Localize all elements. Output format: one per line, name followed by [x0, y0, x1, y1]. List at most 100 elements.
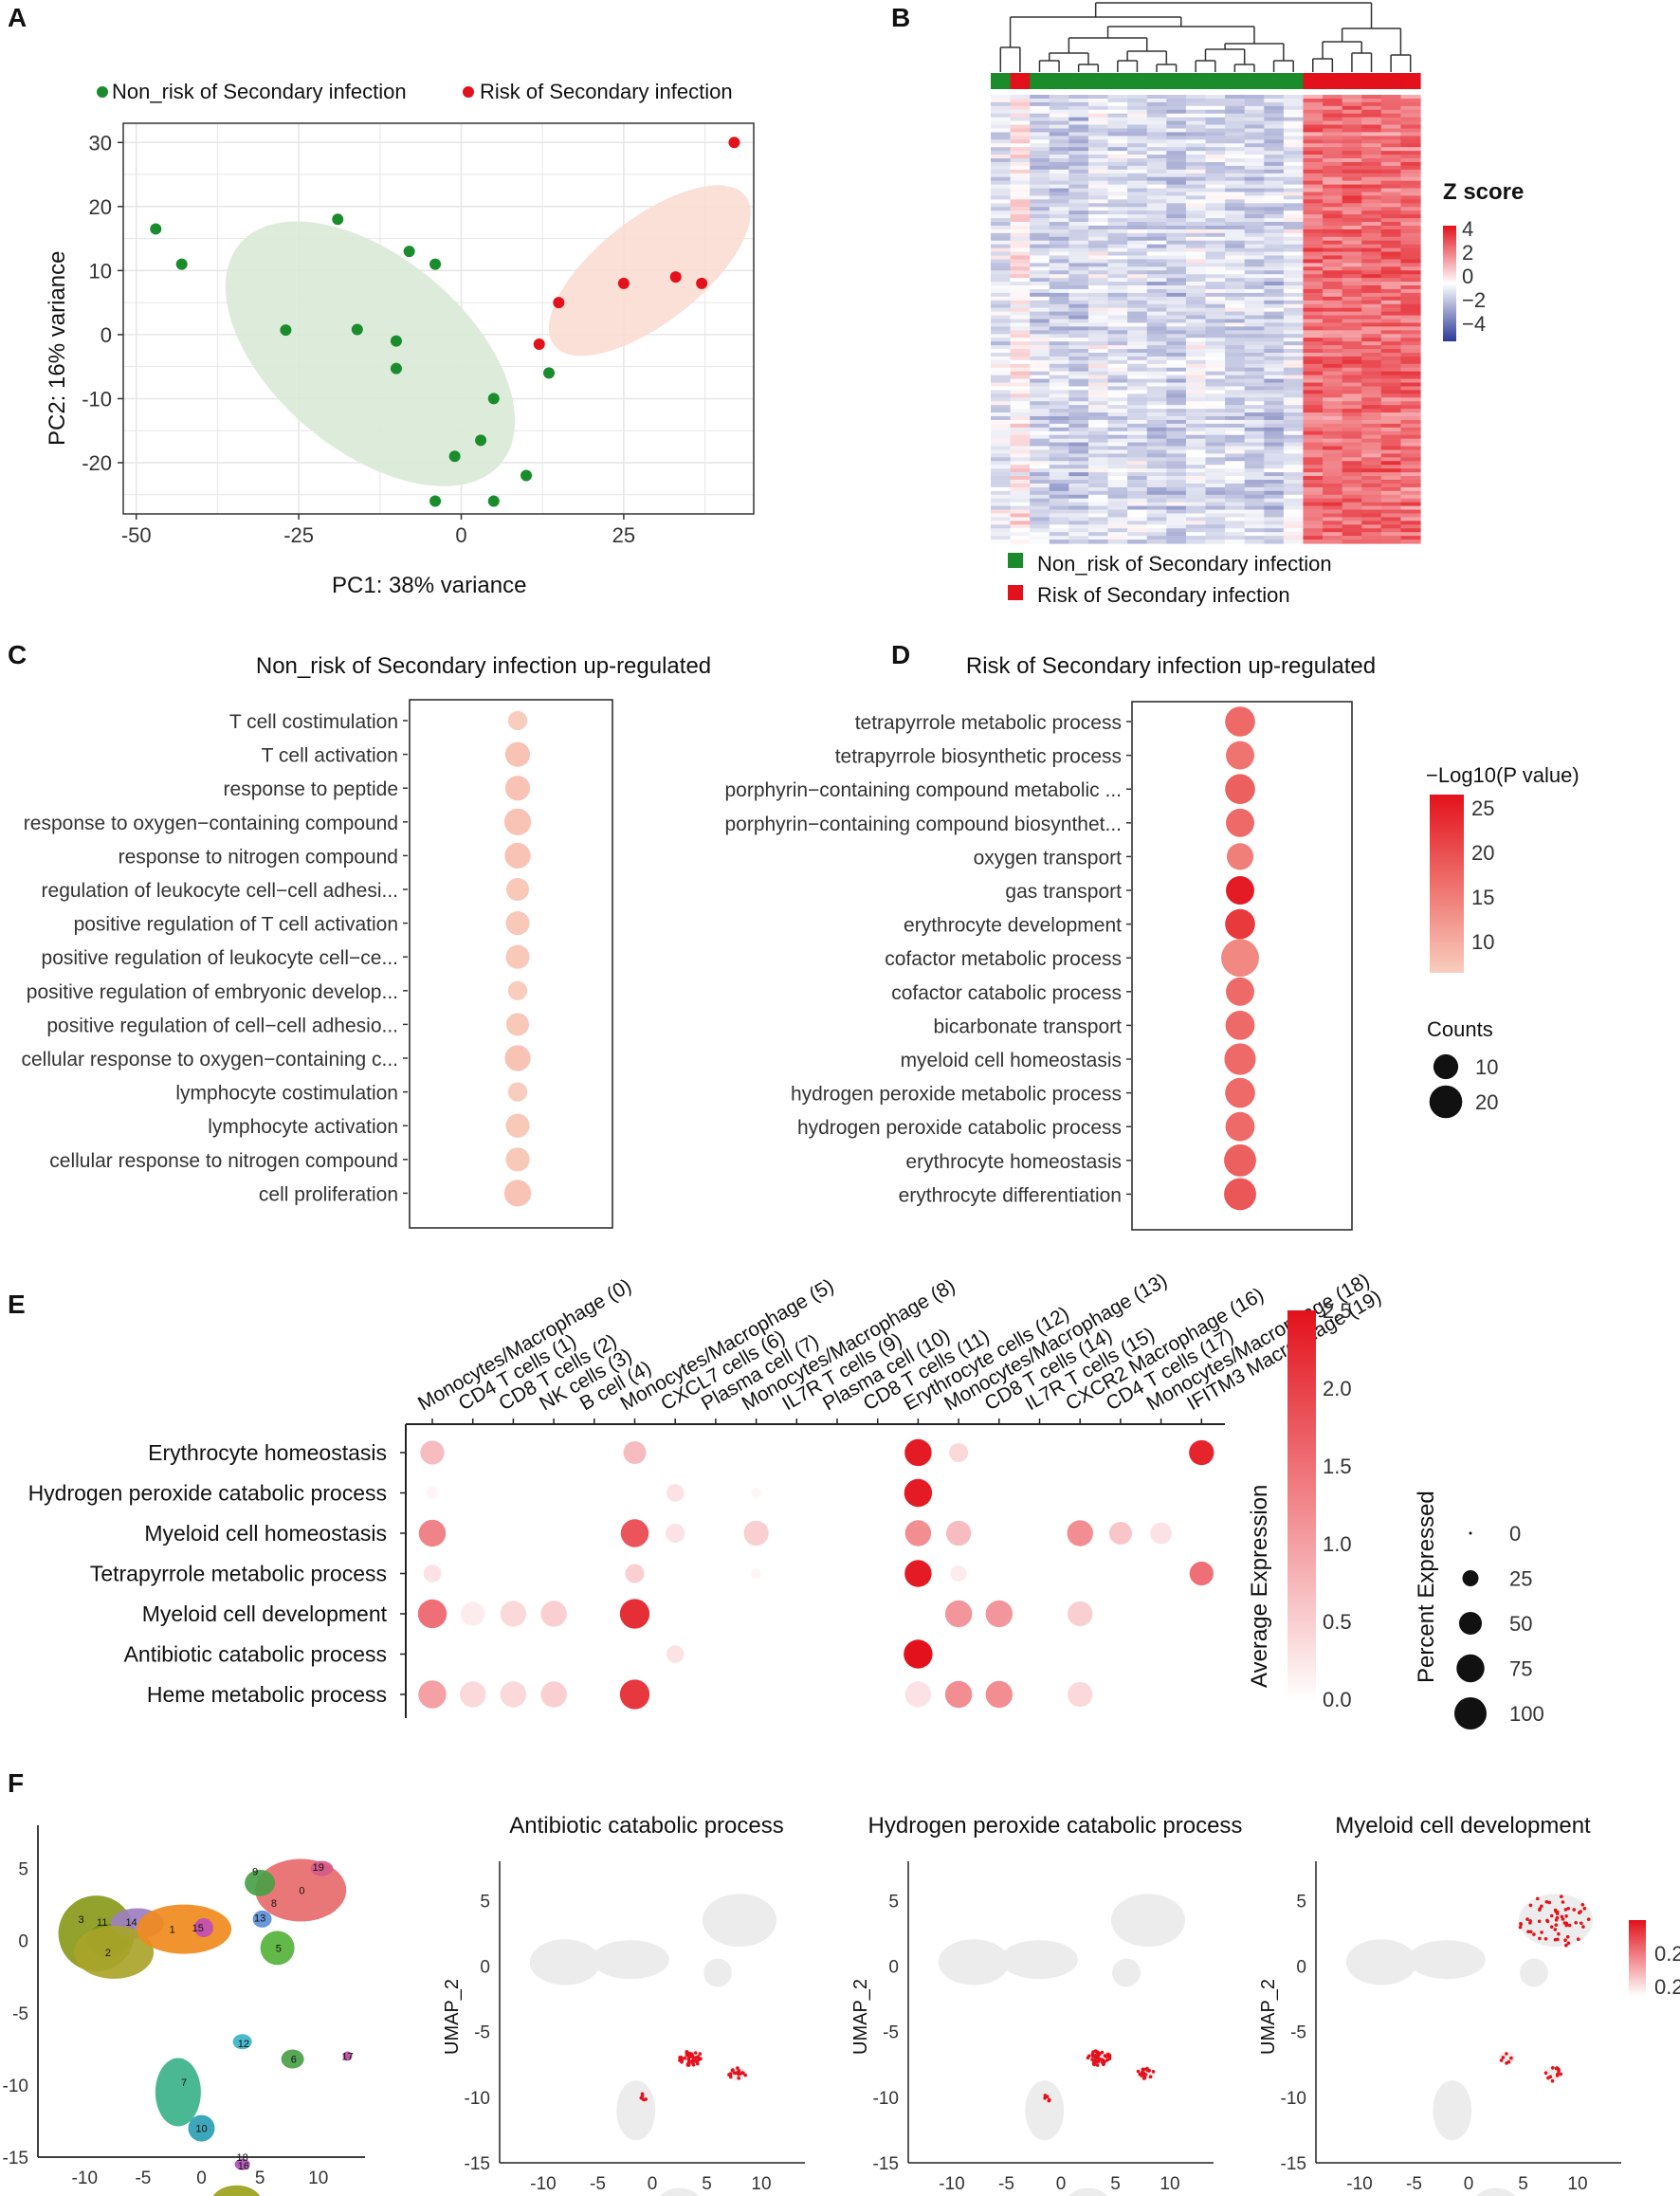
heatmap-cell	[991, 442, 1012, 448]
heatmap-cell	[1185, 442, 1207, 448]
heatmap-cell	[1127, 457, 1148, 462]
avg-expression-tick: 2.5	[1323, 1299, 1352, 1323]
heatmap-cell	[1283, 270, 1305, 275]
heatmap-cell	[1010, 490, 1031, 496]
heatmap-cell	[1146, 311, 1167, 317]
heatmap-cell	[1127, 300, 1148, 305]
heatmap-cell	[1342, 393, 1362, 398]
panel-e-dots	[417, 1438, 1214, 1710]
heatmap-cell	[1244, 203, 1265, 208]
heatmap-cell	[1205, 490, 1226, 496]
heatmap-cell	[1303, 109, 1324, 115]
heatmap-cell	[1303, 453, 1324, 458]
heatmap-cell	[1205, 352, 1226, 357]
heatmap-cell	[1030, 251, 1050, 257]
heatmap-cell	[1030, 502, 1050, 507]
heatmap-cell	[1107, 509, 1128, 515]
heatmap-cell	[1185, 521, 1207, 525]
go-term-dot	[1224, 1043, 1256, 1075]
heatmap-cell	[1323, 345, 1343, 350]
heatmap-cell	[1127, 536, 1148, 540]
heatmap-cell	[1166, 536, 1187, 540]
heatmap-cell	[1030, 188, 1050, 193]
heatmap-cell	[1127, 356, 1148, 361]
heatmap-cell	[1087, 472, 1109, 477]
heatmap-cell	[1185, 326, 1207, 331]
heatmap-cell	[1068, 502, 1089, 507]
heatmap-cell	[1361, 434, 1382, 440]
heatmap-cell	[1225, 117, 1246, 122]
heatmap-cell	[1303, 311, 1324, 317]
heatmap-cell	[1225, 524, 1246, 529]
heatmap-cell	[1049, 203, 1069, 208]
heatmap-cell	[1283, 338, 1305, 342]
heatmap-cell	[1342, 180, 1362, 186]
heatmap-cell	[1283, 483, 1305, 488]
heatmap-cell	[1205, 521, 1226, 525]
heatmap-cell	[1244, 303, 1265, 309]
heatmap-cell	[1087, 184, 1109, 190]
dendrogram	[999, 2, 1412, 72]
go-term-dot	[1225, 774, 1255, 804]
heatmap-cell	[1205, 128, 1226, 134]
umap-expressing-cell	[644, 2097, 648, 2101]
heatmap-cell	[1323, 390, 1343, 394]
heatmap-cell	[1030, 165, 1050, 171]
heatmap-cell	[1244, 158, 1265, 163]
heatmap-cell	[1030, 282, 1050, 286]
heatmap-cell	[1264, 169, 1285, 174]
heatmap-cell	[1303, 161, 1324, 167]
heatmap-cell	[1030, 352, 1050, 357]
heatmap-cell	[1049, 430, 1069, 436]
heatmap-cell	[1361, 158, 1382, 163]
heatmap-cell	[1030, 139, 1050, 144]
heatmap-cell	[1264, 247, 1285, 253]
panel-f: -10-5051050-5-10-15UMAP_1UMAP_2311142115…	[0, 1813, 1680, 2196]
heatmap-cell	[1342, 113, 1362, 119]
heatmap-cell	[1380, 98, 1402, 103]
heatmap-cell	[991, 409, 1012, 413]
heatmap-cell	[1264, 423, 1285, 429]
heatmap-cell	[1400, 155, 1421, 159]
heatmap-cell	[1010, 502, 1031, 507]
heatmap-cell	[1283, 513, 1305, 519]
heatmap-cell	[1146, 285, 1167, 290]
heatmap-cell	[1185, 349, 1207, 354]
umap-x-tick: -5	[998, 2174, 1014, 2194]
heatmap-cell	[1146, 540, 1167, 544]
heatmap-cell	[1087, 109, 1109, 115]
pvalue-legend-title: −Log10(P value)	[1426, 763, 1580, 787]
umap-expressing-cell	[1563, 1938, 1567, 1942]
heatmap-cell	[1244, 285, 1265, 290]
heatmap-cell	[1087, 296, 1109, 302]
heatmap-cell	[1010, 461, 1031, 466]
heatmap-cell	[1049, 274, 1069, 279]
heatmap-cell	[1049, 132, 1069, 137]
heatmap-cell	[1068, 225, 1089, 230]
heatmap-cell	[1166, 367, 1187, 373]
heatmap-cell	[1244, 199, 1265, 204]
heatmap-cell	[1205, 434, 1226, 440]
heatmap-cell	[1361, 505, 1382, 511]
heatmap-cell	[1264, 232, 1285, 238]
heatmap-cell	[1264, 296, 1285, 302]
heatmap-cell	[1185, 465, 1207, 469]
heatmap-cell	[1244, 438, 1265, 444]
heatmap-cell	[1107, 382, 1128, 388]
umap-y-tick: -15	[3, 2149, 28, 2169]
heatmap-cell	[1380, 359, 1402, 365]
heatmap-cell	[1087, 124, 1109, 130]
heatmap-cell	[1303, 532, 1324, 537]
heatmap-cell	[991, 192, 1012, 197]
heatmap-cell	[1283, 419, 1305, 425]
heatmap-cell	[1010, 203, 1031, 208]
heatmap-cell	[1010, 409, 1031, 413]
heatmap-cell	[1264, 356, 1285, 361]
heatmap-cell	[1205, 532, 1226, 537]
heatmap-cell	[1283, 356, 1305, 361]
heatmap-cell	[1049, 356, 1069, 361]
heatmap-cell	[1146, 192, 1167, 197]
expression-dot	[1189, 1439, 1214, 1466]
heatmap-cell	[1264, 540, 1285, 544]
